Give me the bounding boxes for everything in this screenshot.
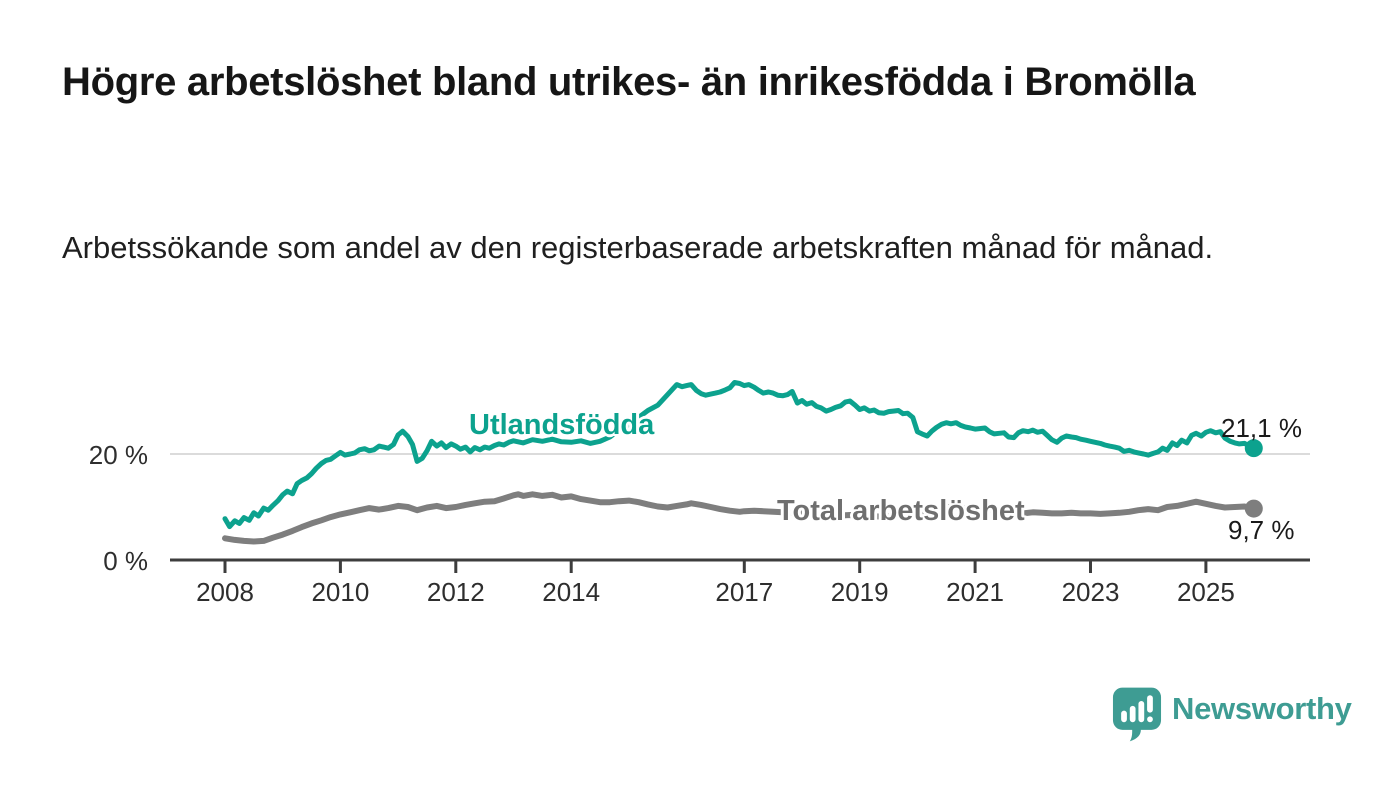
series-end-dot-utlandsf-dda <box>1244 439 1263 458</box>
newsworthy-brand: Newsworthy <box>1112 686 1352 743</box>
x-tick-label-2014: 2014 <box>542 577 600 607</box>
series-end-dot-total-arbetsl-shet <box>1244 499 1263 518</box>
x-tick-label-2021: 2021 <box>946 577 1004 607</box>
x-tick-label-2010: 2010 <box>311 577 369 607</box>
x-tick-label-2017: 2017 <box>715 577 773 607</box>
series-line-total-arbetsl-shet <box>222 491 1257 545</box>
x-tick-label-2019: 2019 <box>831 577 889 607</box>
x-tick-label-2012: 2012 <box>427 577 485 607</box>
end-value-label-total-arbetsloshet: 9,7 % <box>1228 515 1295 545</box>
newsworthy-wordmark: Newsworthy <box>1172 691 1352 726</box>
x-tick-label-2025: 2025 <box>1177 577 1235 607</box>
series-label-utlandsfodda: Utlandsfödda <box>469 409 655 441</box>
series-line-utlandsf-dda <box>222 380 1257 530</box>
y-axis-tick-label-20: 20 % <box>88 440 148 470</box>
series-label-total-arbetsloshet: Total arbetslöshet <box>777 495 1025 527</box>
newsworthy-logo-icon <box>1112 687 1162 742</box>
x-tick-label-2023: 2023 <box>1062 577 1120 607</box>
y-axis-tick-label-0: 0 % <box>103 546 148 576</box>
x-tick-label-2008: 2008 <box>196 577 254 607</box>
page-subtitle: Arbetssökande som andel av den registerb… <box>62 230 1214 265</box>
end-value-label-utlandsfodda: 21,1 % <box>1221 413 1302 443</box>
page-title: Högre arbetslöshet bland utrikes- än inr… <box>62 60 1196 104</box>
